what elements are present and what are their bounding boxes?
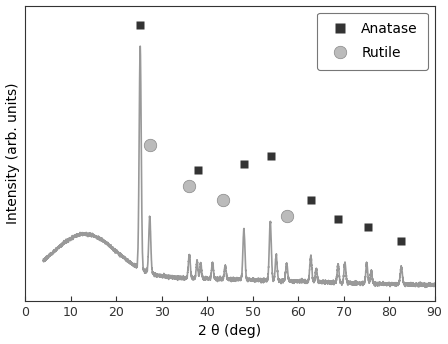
Legend: Anatase, Rutile: Anatase, Rutile [317,12,427,70]
X-axis label: 2 θ (deg): 2 θ (deg) [198,324,261,338]
Y-axis label: Intensity (arb. units): Intensity (arb. units) [5,83,20,224]
